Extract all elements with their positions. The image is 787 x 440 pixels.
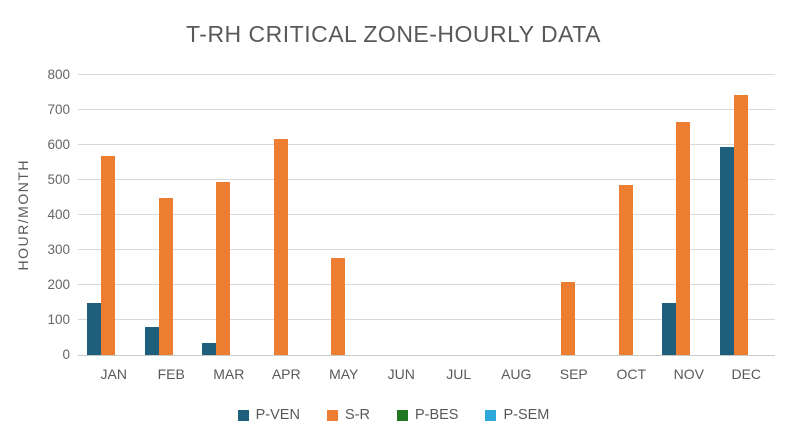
month-group-jun: [373, 75, 431, 355]
chart-title: T-RH CRITICAL ZONE-HOURLY DATA: [186, 21, 601, 47]
bar-s-r-mar[interactable]: [216, 182, 230, 355]
y-tick-label-100: 100: [47, 312, 70, 327]
bar-s-r-dec[interactable]: [733, 95, 748, 355]
legend-item-p-ven[interactable]: P-VEN: [237, 407, 300, 423]
x-label-jul: JUL: [446, 366, 472, 382]
y-tick-label-600: 600: [47, 137, 70, 152]
gridline-800: [78, 74, 775, 75]
bar-p-ven-mar[interactable]: [202, 342, 216, 355]
x-label-oct: OCT: [616, 366, 647, 382]
y-tick-label-400: 400: [47, 207, 70, 222]
month-group-apr: [258, 75, 316, 355]
bar-s-r-may[interactable]: [331, 258, 345, 355]
month-group-mar: [200, 75, 258, 355]
legend: P-VEN S-R P-BES P-SEM: [0, 407, 787, 423]
x-label-may: MAY: [329, 366, 359, 382]
x-axis-line: [78, 355, 775, 356]
gridline-600: [78, 144, 775, 145]
bar-s-r-jan[interactable]: [101, 155, 115, 355]
month-group-nov: [660, 75, 718, 355]
y-axis-tick-labels: 0 100 200 300 400 500 600 700 800: [0, 67, 70, 362]
y-tick-label-200: 200: [47, 277, 70, 292]
month-group-aug: [488, 75, 546, 355]
x-label-jan: JAN: [100, 366, 127, 382]
y-tick-label-800: 800: [47, 67, 70, 82]
y-tick-label-300: 300: [47, 242, 70, 257]
x-label-sep: SEP: [559, 366, 588, 382]
gridline-300: [78, 249, 775, 250]
y-tick-label-700: 700: [47, 102, 70, 117]
bar-p-ven-feb[interactable]: [144, 327, 159, 355]
bar-s-r-apr[interactable]: [273, 138, 288, 355]
month-group-dec: [718, 75, 776, 355]
x-label-nov: NOV: [673, 366, 704, 382]
month-group-sep: [545, 75, 603, 355]
legend-label-p-bes: P-BES: [414, 407, 459, 423]
legend-label-p-sem: P-SEM: [503, 407, 550, 423]
y-tick-label-0: 0: [62, 347, 70, 362]
month-group-feb: [143, 75, 201, 355]
bar-p-ven-dec[interactable]: [719, 146, 734, 355]
gridline-500: [78, 179, 775, 180]
month-group-jul: [430, 75, 488, 355]
bars-row: [85, 75, 775, 355]
gridline-400: [78, 214, 775, 215]
x-label-dec: DEC: [731, 366, 762, 382]
bar-p-ven-jan[interactable]: [87, 302, 101, 355]
month-group-may: [315, 75, 373, 355]
month-group-oct: [603, 75, 661, 355]
x-label-apr: APR: [271, 366, 301, 382]
x-label-mar: MAR: [213, 366, 245, 382]
month-group-jan: [85, 75, 143, 355]
legend-item-p-bes[interactable]: P-BES: [396, 407, 459, 423]
legend-item-s-r[interactable]: S-R: [326, 407, 370, 423]
legend-swatch-p-sem: [485, 409, 497, 421]
x-axis-labels: JAN FEB MAR APR MAY JUN JUL AUG SEP OCT NOV DEC: [85, 366, 775, 382]
legend-item-p-sem[interactable]: P-SEM: [485, 407, 549, 423]
gridline-700: [78, 109, 775, 110]
x-label-jun: JUN: [387, 366, 415, 382]
legend-label-s-r: S-R: [344, 407, 370, 423]
x-label-aug: AUG: [501, 366, 532, 382]
bar-s-r-sep[interactable]: [561, 281, 575, 355]
bar-s-r-nov[interactable]: [676, 121, 690, 355]
legend-swatch-s-r: [326, 409, 338, 421]
gridline-100: [78, 319, 775, 320]
bar-s-r-oct[interactable]: [618, 184, 633, 355]
bar-s-r-feb[interactable]: [158, 197, 173, 355]
legend-swatch-p-bes: [396, 409, 408, 421]
gridline-200: [78, 284, 775, 285]
legend-swatch-p-ven: [237, 409, 249, 421]
x-label-feb: FEB: [157, 366, 185, 382]
plot-area: [78, 74, 775, 356]
legend-label-p-ven: P-VEN: [255, 407, 300, 423]
bar-p-ven-nov[interactable]: [662, 303, 676, 355]
y-tick-label-500: 500: [47, 172, 70, 187]
